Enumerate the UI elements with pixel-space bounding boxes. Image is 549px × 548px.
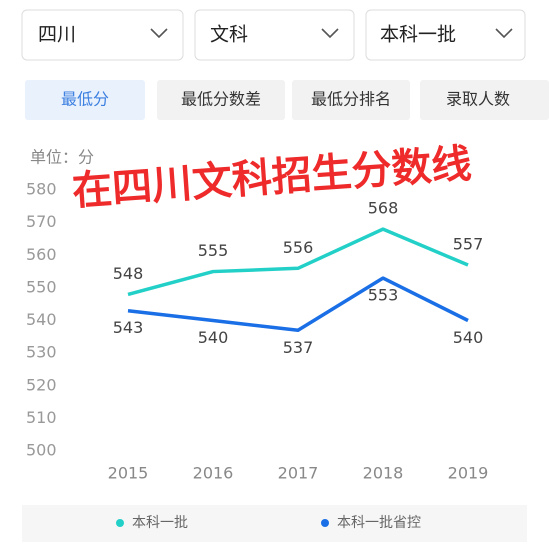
dropdown-box[interactable] (365, 9, 526, 61)
line (127, 227, 469, 297)
legend-marker (321, 519, 329, 527)
y-tick-label: 520 (26, 375, 57, 394)
tab-active[interactable] (25, 80, 145, 120)
x-tick-label: 2016 (193, 464, 234, 483)
data-label: 537 (283, 338, 314, 357)
y-tick-label: 580 (26, 180, 57, 199)
data-label: 553 (368, 286, 399, 305)
y-tick-label: 530 (26, 343, 57, 362)
chevron (150, 28, 168, 39)
line (127, 276, 469, 333)
x-tick-label: 2018 (363, 464, 404, 483)
dropdown-box[interactable] (21, 9, 184, 61)
data-label: 556 (283, 238, 314, 257)
y-tick-label: 560 (26, 245, 57, 264)
tab-bg[interactable] (157, 80, 285, 120)
tab[interactable]: 最低分排名 (311, 90, 391, 109)
y-tick-label: 500 (26, 441, 57, 460)
dropdown-text: 本科一批 (380, 24, 456, 46)
y-tick-label: 510 (26, 408, 57, 427)
chevron (495, 28, 513, 39)
tab[interactable]: 最低分 (61, 90, 109, 109)
overlay-text: 在四川文科招生分数线 (71, 141, 473, 215)
data-label: 543 (113, 318, 144, 337)
y-tick-label: 550 (26, 277, 57, 296)
data-label: 540 (453, 328, 484, 347)
dropdown-text: 四川 (38, 24, 76, 46)
dropdown[interactable]: 四川 (21, 9, 184, 61)
legend-label: 本科一批省控 (337, 515, 421, 531)
unit-label: 单位：分 (30, 148, 94, 167)
dropdown[interactable]: 文科 (194, 9, 355, 61)
dropdown[interactable]: 本科一批 (365, 9, 526, 61)
data-label: 568 (368, 199, 399, 218)
data-label: 540 (198, 328, 229, 347)
legend-marker (116, 519, 124, 527)
data-label: 548 (113, 264, 144, 283)
data-label: 555 (198, 241, 229, 260)
tab-bg[interactable] (292, 80, 410, 120)
dropdown-box[interactable] (194, 9, 355, 61)
y-tick-label: 570 (26, 212, 57, 231)
data-label: 557 (453, 235, 484, 254)
legend-bg (22, 505, 527, 542)
legend-label: 本科一批 (132, 515, 188, 531)
dropdown-text: 文科 (210, 24, 248, 46)
tab[interactable]: 录取人数 (446, 90, 510, 109)
chevron (321, 28, 339, 39)
tab-bg[interactable] (420, 80, 549, 120)
plot: 500 510 520 530 540 550 560 570 580 2015 2016 2017 2… (26, 180, 488, 532)
tab[interactable]: 最低分数差 (181, 90, 261, 109)
x-tick-label: 2015 (108, 464, 149, 483)
x-tick-label: 2019 (448, 464, 489, 483)
x-tick-label: 2017 (278, 464, 319, 483)
y-tick-label: 540 (26, 310, 57, 329)
